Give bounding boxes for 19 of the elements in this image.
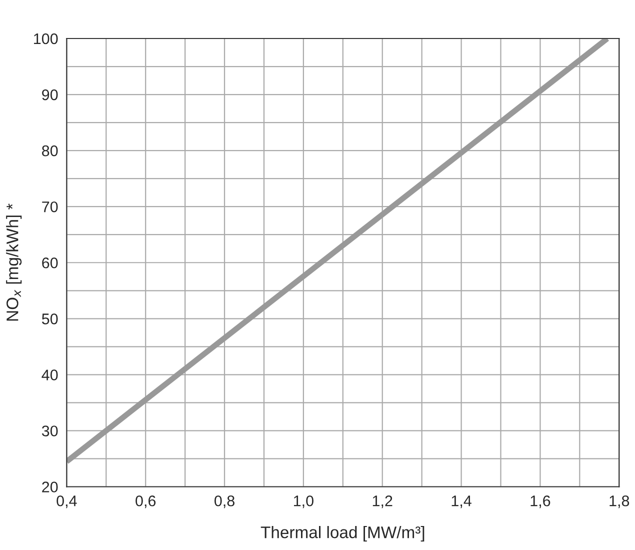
y-tick-label: 70	[42, 201, 58, 212]
x-tick-label: 1,8	[610, 495, 630, 508]
x-tick-label: 1,0	[294, 495, 314, 508]
x-tick-label: 0,6	[136, 495, 156, 508]
y-tick-label: 40	[42, 370, 58, 380]
x-tick-label: 1,2	[372, 495, 392, 508]
y-tick-label: 30	[42, 426, 58, 436]
y-tick-label: 20	[42, 482, 58, 492]
y-tick-label: 100	[34, 33, 58, 44]
y-tick-label: 90	[42, 89, 58, 100]
y-tick-label: 50	[42, 314, 58, 324]
x-axis-title: Thermal load [MW/m³]	[260, 526, 424, 542]
y-tick-label: 60	[42, 257, 58, 268]
x-tick-label: 0,8	[214, 495, 234, 508]
y-tick-label: 80	[42, 145, 58, 156]
y-axis-title: NO$_{x}$ [mg/kWh] *	[6, 204, 22, 321]
x-tick-label: 1,6	[530, 495, 550, 508]
x-tick-label: 0,4	[56, 495, 77, 508]
x-tick-label: 1,4	[452, 496, 472, 508]
